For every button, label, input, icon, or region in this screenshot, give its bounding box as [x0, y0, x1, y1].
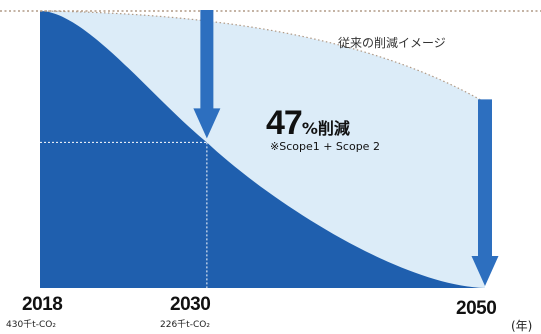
x-tick-label-2018: 2018: [22, 294, 63, 315]
reduction-value: 47: [266, 104, 303, 142]
arrow-2050-icon: [471, 99, 499, 286]
conventional-curve-dotted: [39, 10, 486, 103]
x-tick-sublabel-2030: 226千t-CO₂: [160, 320, 210, 330]
x-tick-sublabel-2018: 430千t-CO₂: [6, 320, 56, 330]
x-tick-label-2030: 2030: [170, 294, 211, 315]
x-tick-label-2050: 2050: [456, 298, 497, 319]
reduction-suffix: %削減: [301, 119, 350, 138]
reduction-note: ※Scope1 + Scope 2: [270, 140, 380, 153]
arrow-2030-icon: [193, 10, 221, 139]
actual-emissions-area: [40, 11, 485, 288]
reduction-callout: 47%削減: [266, 104, 350, 143]
conventional-curve-label: 従来の削減イメージ: [338, 36, 446, 50]
x-axis-unit: (年): [511, 319, 533, 333]
